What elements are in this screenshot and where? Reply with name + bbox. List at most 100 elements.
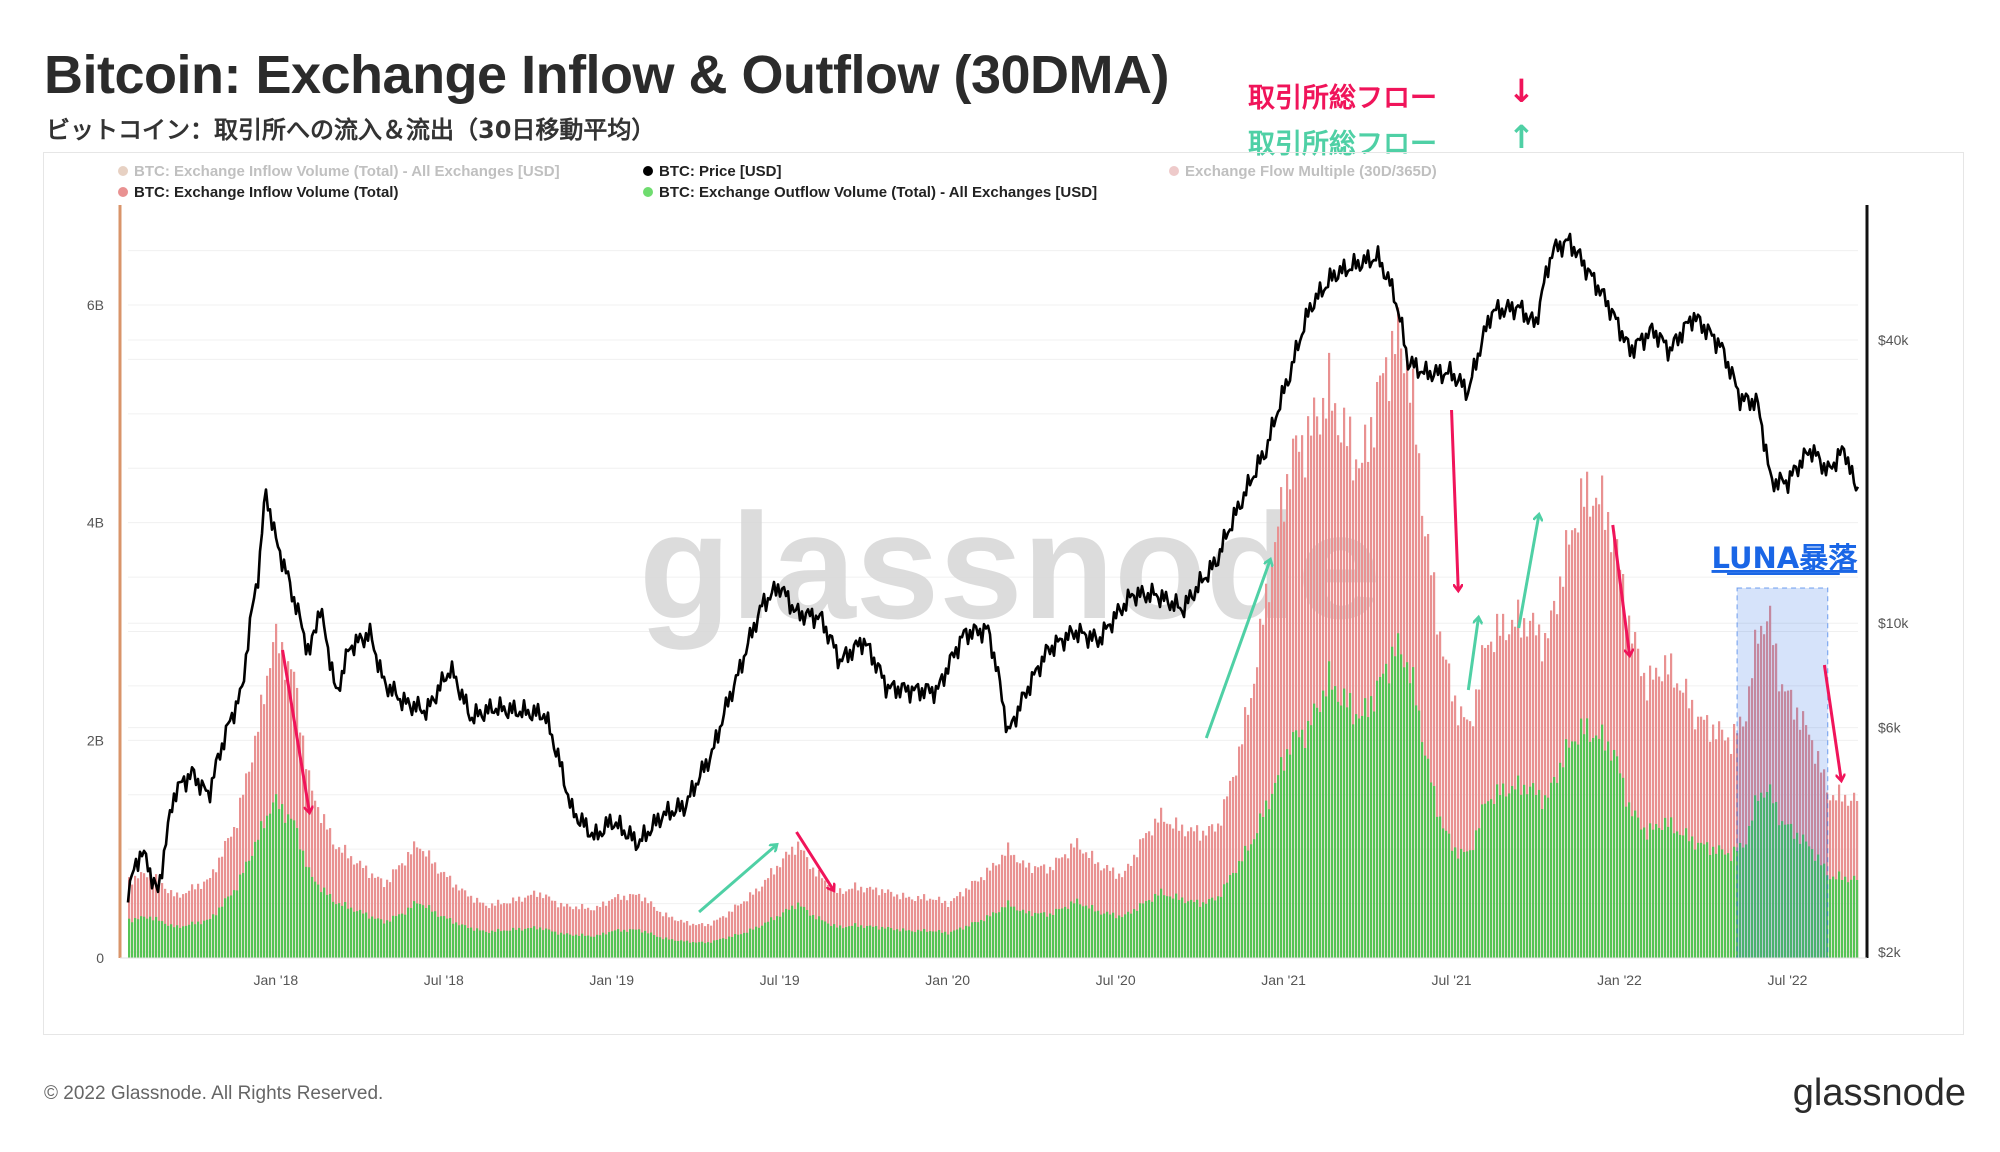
inflow-bar [1421, 515, 1424, 958]
outflow-bar [476, 928, 479, 958]
inflow-bar [1262, 624, 1265, 958]
outflow-bar [1352, 724, 1355, 958]
inflow-bar [572, 909, 575, 958]
inflow-bar [1319, 434, 1322, 958]
outflow-bar [1217, 896, 1220, 958]
outflow-bar [1157, 895, 1160, 958]
outflow-bar [242, 872, 245, 958]
inflow-bar [200, 888, 203, 958]
outflow-bar [197, 921, 200, 958]
inflow-bar [1274, 542, 1277, 958]
outflow-bar [1763, 797, 1766, 958]
outflow-bar [320, 892, 323, 958]
inflow-bar [533, 890, 536, 958]
inflow-bar [1136, 857, 1139, 958]
price-series-line [126, 232, 1860, 903]
inflow-bar [1829, 800, 1832, 958]
outflow-trend-down-arrow [281, 649, 310, 812]
inflow-bar [1655, 667, 1658, 958]
outflow-bar [485, 931, 488, 958]
inflow-bar [1079, 849, 1082, 958]
inflow-bar [1727, 737, 1730, 958]
outflow-bar [662, 939, 665, 958]
outflow-bar [1361, 715, 1364, 958]
outflow-bar [1202, 902, 1205, 958]
outflow-bar [1322, 690, 1325, 958]
inflow-bar [620, 899, 623, 958]
outflow-bar [497, 928, 500, 958]
inflow-bar [719, 917, 722, 958]
inflow-bar [470, 895, 473, 958]
outflow-bar [401, 913, 404, 958]
outflow-bar [659, 937, 662, 958]
inflow-bar [440, 872, 443, 958]
inflow-bar [308, 770, 311, 958]
outflow-bar [581, 933, 584, 958]
outflow-bar [1184, 903, 1187, 958]
outflow-bar [1622, 777, 1625, 958]
outflow-bar [257, 839, 260, 958]
outflow-bar [635, 929, 638, 958]
outflow-bar [1037, 913, 1040, 958]
outflow-bar [1655, 824, 1658, 958]
outflow-bar [887, 926, 890, 958]
inflow-bar [800, 850, 803, 958]
outflow-bar [974, 921, 977, 958]
inflow-bar [1181, 824, 1184, 958]
outflow-bar [1472, 850, 1475, 958]
inflow-bar [536, 896, 539, 958]
outflow-bar [878, 929, 881, 958]
inflow-bar [830, 889, 833, 958]
inflow-bar [899, 899, 902, 958]
outflow-bar [701, 941, 704, 958]
inflow-bar [1265, 583, 1268, 958]
inflow-bar [524, 897, 527, 958]
outflow-bar [473, 930, 476, 958]
outflow-bar [1394, 656, 1397, 958]
inflow-bar [344, 844, 347, 958]
outflow-bar [1211, 897, 1214, 958]
outflow-bar [227, 896, 230, 958]
inflow-bar [419, 848, 422, 958]
inflow-bar [932, 899, 935, 958]
inflow-bar [1451, 701, 1454, 958]
annotations [281, 409, 1842, 914]
inflow-bar [851, 888, 854, 958]
outflow-bar [482, 930, 485, 958]
outflow-bar [479, 930, 482, 958]
outflow-bar [1742, 847, 1745, 958]
x-axis-tick: Jul '21 [1432, 972, 1472, 988]
outflow-bar [1745, 844, 1748, 958]
outflow-bar [1235, 873, 1238, 958]
inflow-bar [707, 923, 710, 958]
outflow-bar [1796, 832, 1799, 958]
outflow-bar [506, 930, 509, 958]
inflow-bar [1343, 407, 1346, 958]
outflow-bar [425, 908, 428, 958]
inflow-bar [656, 910, 659, 958]
outflow-bar [1511, 786, 1514, 958]
inflow-bar [1160, 807, 1163, 958]
outflow-bar [827, 923, 830, 958]
inflow-bar [1763, 634, 1766, 958]
inflow-bar [482, 902, 485, 958]
inflow-bar [1712, 724, 1715, 958]
left-axis-tick: 0 [96, 950, 104, 966]
legend-dot [118, 187, 128, 197]
inflow-bar [1598, 504, 1601, 958]
outflow-bar [776, 916, 779, 958]
outflow-bar [911, 931, 914, 958]
inflow-bar [1847, 805, 1850, 958]
inflow-bar [827, 884, 830, 958]
outflow-bar [953, 930, 956, 958]
outflow-bar [824, 921, 827, 958]
outflow-bar [620, 931, 623, 958]
inflow-bar [1316, 416, 1319, 958]
inflow-bar [1703, 719, 1706, 958]
outflow-bar [530, 927, 533, 958]
inflow-bar [911, 899, 914, 958]
inflow-bar [740, 903, 743, 958]
outflow-bar [1547, 797, 1550, 958]
outflow-bar [1172, 898, 1175, 958]
outflow-bar [989, 916, 992, 958]
